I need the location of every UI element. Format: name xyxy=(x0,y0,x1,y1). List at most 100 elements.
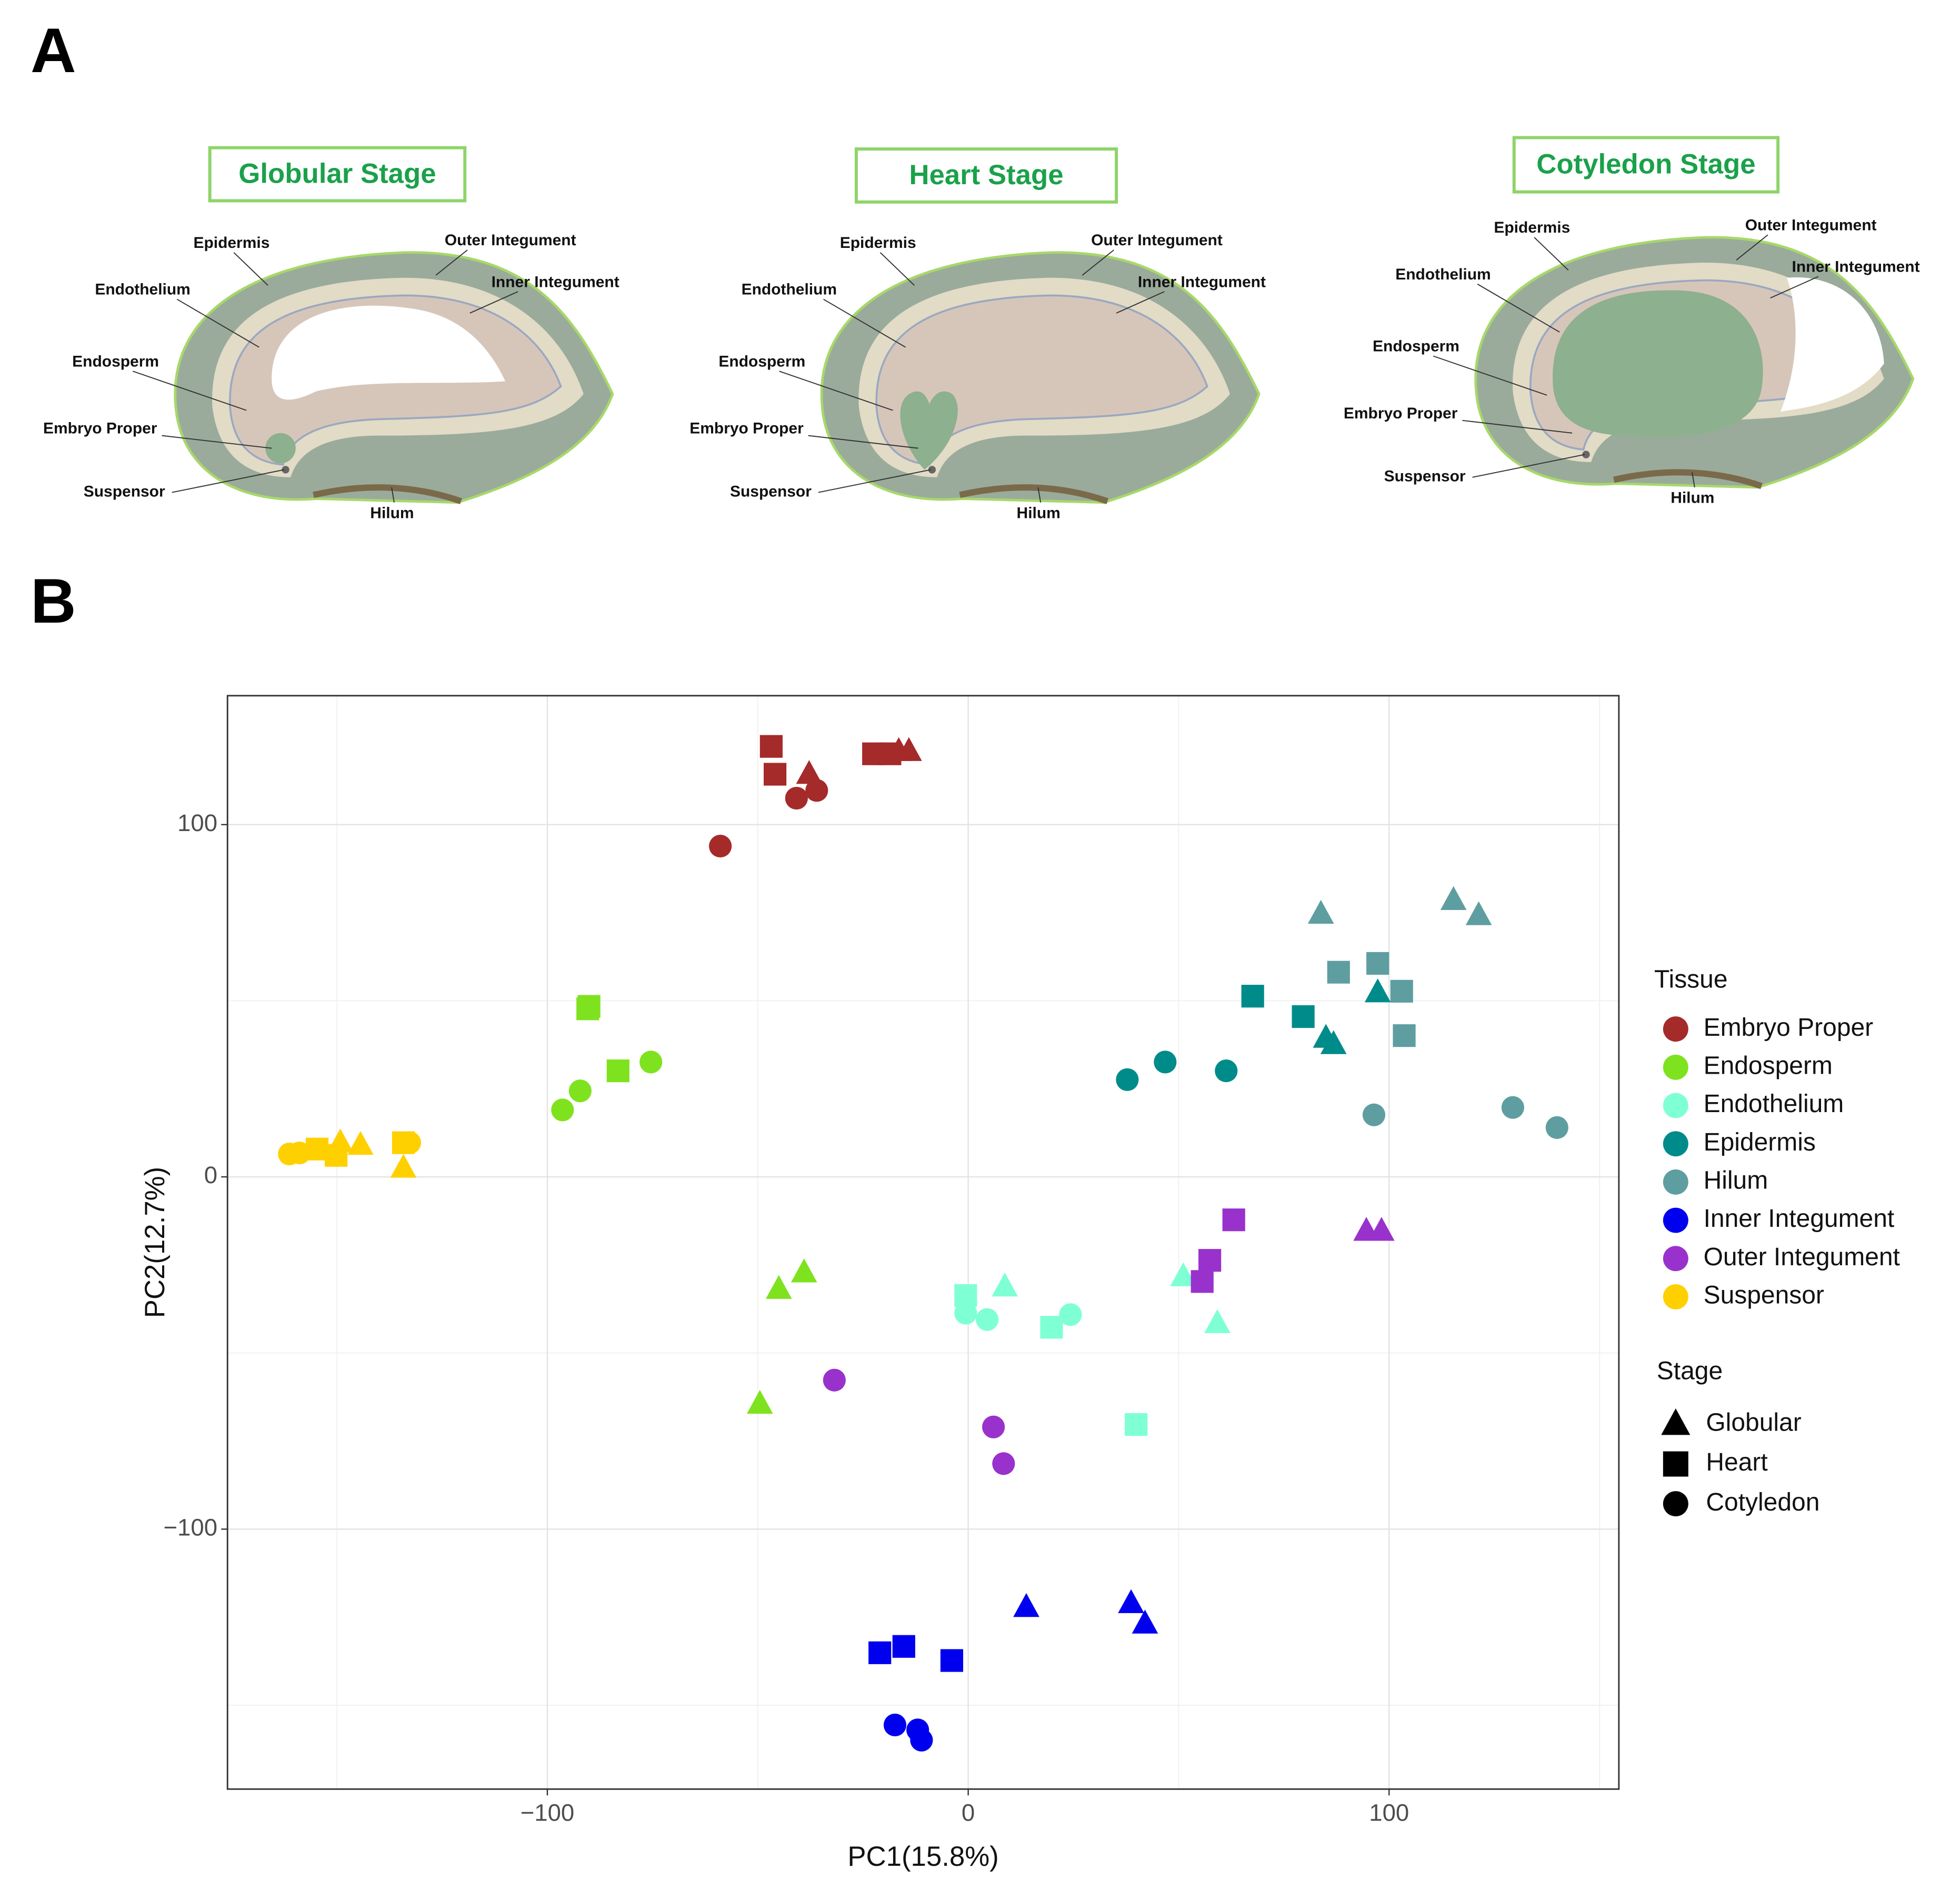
leader-line xyxy=(818,469,931,493)
point xyxy=(910,1728,933,1752)
x-tick-label: 100 xyxy=(1369,1799,1409,1826)
legend-label: Embryo Proper xyxy=(1704,1014,1874,1042)
legend-title: Stage xyxy=(1657,1357,1723,1385)
point xyxy=(1204,1309,1231,1333)
point xyxy=(1327,961,1350,984)
y-tick-label: 0 xyxy=(204,1162,217,1188)
legend-swatch xyxy=(1663,1131,1688,1157)
cavity xyxy=(272,305,506,400)
triangle-marker xyxy=(1661,1408,1691,1435)
leader-line xyxy=(435,249,468,276)
legend-swatch xyxy=(1663,1246,1688,1272)
plot-frame xyxy=(226,695,1620,1790)
point xyxy=(1040,1316,1063,1339)
legend-label: Epidermis xyxy=(1704,1128,1816,1156)
point xyxy=(1125,1413,1148,1436)
x-tick-label: −100 xyxy=(521,1799,575,1826)
point xyxy=(746,1389,773,1414)
legend-label: Suspensor xyxy=(1704,1282,1824,1309)
x-axis-title: PC1(15.8%) xyxy=(847,1841,998,1872)
point xyxy=(896,737,922,761)
point xyxy=(1013,1593,1039,1617)
panel-label: A xyxy=(31,15,76,86)
structure-label: Endosperm xyxy=(72,353,159,370)
legend-label: Heart xyxy=(1706,1448,1767,1476)
leader-line xyxy=(1534,237,1569,271)
legend-label: Hilum xyxy=(1704,1167,1768,1195)
embryo xyxy=(265,433,296,464)
leader-line xyxy=(469,291,518,314)
stage-title-box xyxy=(1512,136,1780,194)
point xyxy=(992,1272,1018,1297)
structure-label: Epidermis xyxy=(1494,219,1570,236)
point xyxy=(639,1051,663,1074)
structure-label: Embryo Proper xyxy=(689,420,804,437)
legend-swatch xyxy=(1663,1169,1688,1195)
structure-label: Hilum xyxy=(1671,489,1714,506)
point xyxy=(992,1452,1015,1475)
leader-line xyxy=(779,371,893,411)
leader-line xyxy=(172,469,285,493)
structure-label: Endothelium xyxy=(1395,266,1491,283)
point xyxy=(1292,1005,1315,1028)
point xyxy=(1362,1103,1386,1126)
point xyxy=(1170,1262,1197,1286)
square-marker xyxy=(1663,1451,1688,1477)
hilum xyxy=(313,484,462,505)
legend-swatch xyxy=(1663,1093,1688,1118)
point xyxy=(785,786,808,810)
point xyxy=(1198,1249,1222,1272)
y-axis-title: PC2(12.7%) xyxy=(139,1167,171,1318)
point xyxy=(1241,985,1264,1008)
seed-diagram: Epidermis Outer Integument Inner Integumen… xyxy=(689,232,1266,522)
point xyxy=(606,1059,629,1083)
leader-line xyxy=(233,252,268,286)
hilum xyxy=(959,484,1109,505)
leader-line xyxy=(823,298,906,348)
embryo xyxy=(900,391,958,470)
point xyxy=(709,835,732,858)
legend-label: Inner Integument xyxy=(1704,1205,1895,1233)
suspensor xyxy=(1582,451,1590,458)
point xyxy=(868,1641,892,1664)
point xyxy=(759,735,783,758)
structure-label: Inner Integument xyxy=(1138,273,1266,291)
embryo xyxy=(1553,290,1763,437)
point xyxy=(1132,1609,1158,1634)
leader-line xyxy=(1472,454,1585,478)
chart: −100 0 100 −100 0 100 PC1(15.8%) PC2(12.7%) Tiss… xyxy=(139,695,1900,1872)
point xyxy=(1320,1030,1347,1054)
point xyxy=(390,1154,417,1178)
legend-label: Endosperm xyxy=(1704,1052,1833,1079)
legend-swatch xyxy=(1663,1284,1688,1309)
suspensor xyxy=(928,466,936,474)
point xyxy=(1545,1116,1568,1139)
hilum xyxy=(1613,469,1763,489)
legend-label: Cotyledon xyxy=(1706,1488,1819,1516)
structure-label: Outer Integument xyxy=(1745,216,1877,234)
stage-title: Heart Stage xyxy=(909,159,1063,191)
legend-label: Endothelium xyxy=(1704,1090,1844,1118)
stage-title-box xyxy=(854,147,1118,204)
legend-swatch xyxy=(1663,1207,1688,1233)
point xyxy=(805,779,828,802)
point xyxy=(976,1308,999,1331)
leader-line xyxy=(176,298,259,348)
suspensor xyxy=(282,466,289,474)
leader-line xyxy=(1736,234,1768,261)
point xyxy=(1368,1217,1395,1241)
point xyxy=(551,1098,574,1122)
leader-line xyxy=(391,487,395,503)
point xyxy=(940,1649,964,1672)
panel-label: B xyxy=(31,566,76,636)
point xyxy=(1116,1068,1139,1091)
circle-marker xyxy=(1663,1491,1688,1517)
point xyxy=(791,1258,817,1283)
point xyxy=(823,1368,846,1392)
point xyxy=(1465,901,1492,925)
point xyxy=(1059,1303,1082,1326)
point xyxy=(327,1128,354,1153)
point xyxy=(1440,886,1467,911)
point xyxy=(288,1141,311,1165)
structure-label: Hilum xyxy=(1017,504,1061,522)
